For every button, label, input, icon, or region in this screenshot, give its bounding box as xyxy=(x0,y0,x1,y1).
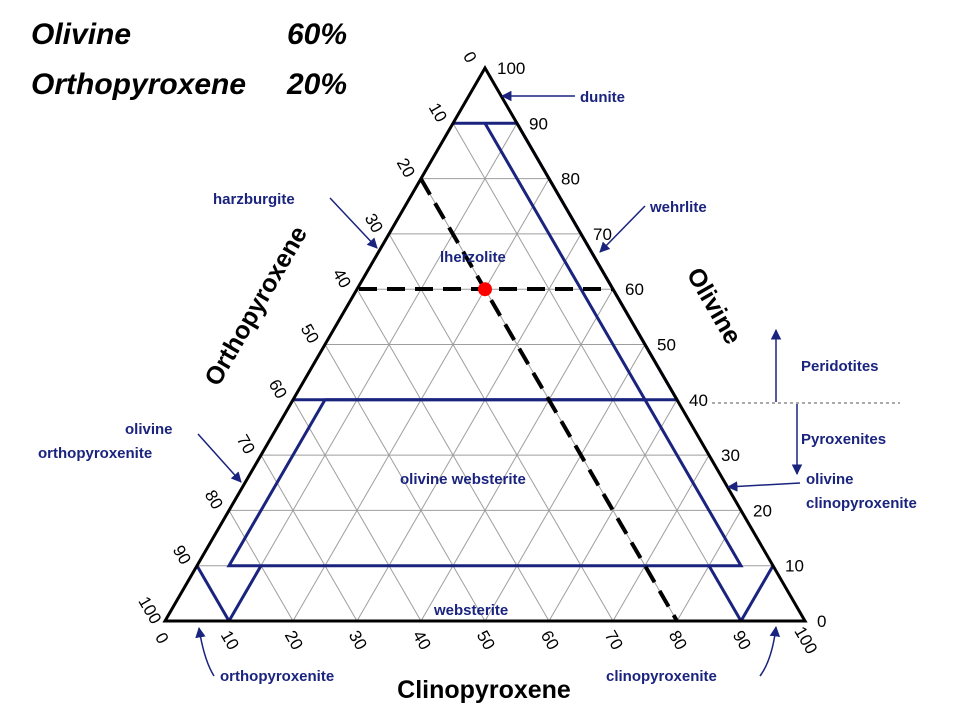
orthopyroxene-tick-10: 10 xyxy=(425,100,451,126)
clinopyroxenite-arrow xyxy=(759,625,781,677)
peridotites-label: Peridotites xyxy=(801,358,879,375)
orthopyroxenite-arrow xyxy=(195,626,215,677)
grid-line-clinopyroxene-50 xyxy=(484,344,646,622)
olivine-clinopyroxenite-label-2: clinopyroxenite xyxy=(806,495,917,512)
orthopyroxene-tick-60: 60 xyxy=(265,376,291,402)
clinopyroxene-tick-80: 80 xyxy=(665,627,691,653)
orthopyroxene-tick-70: 70 xyxy=(233,431,259,457)
harzburgite-label: harzburgite xyxy=(213,191,295,208)
olivine-tick-30: 30 xyxy=(721,446,740,465)
harzburgite-arrow xyxy=(329,197,378,249)
orthopyroxene-tick-0: 0 xyxy=(459,48,480,66)
olivine-axis-title: Olivine xyxy=(681,263,747,349)
dunite-label: dunite xyxy=(580,89,625,106)
clinopyroxene-tick-10: 10 xyxy=(217,627,243,653)
sample-point xyxy=(478,282,492,297)
grid-line-clinopyroxene-10 xyxy=(228,123,518,622)
grid-line-orthopyroxene-10 xyxy=(452,123,742,622)
orthopyroxene-tick-50: 50 xyxy=(297,321,323,347)
clinopyroxene-axis-title: Clinopyroxene xyxy=(397,676,571,704)
olivine-websterite-field-boundary xyxy=(226,399,744,568)
orthopyroxenite-label: orthopyroxenite xyxy=(220,668,334,685)
clinopyroxene-tick-0: 0 xyxy=(151,629,172,647)
orthopyroxene-label: Orthopyroxene xyxy=(31,68,247,101)
olivine-tick-50: 50 xyxy=(657,336,676,355)
orthopyroxene-axis-title: Orthopyroxene xyxy=(199,221,313,390)
wehrlite-label: wehrlite xyxy=(649,199,707,216)
grid-line-orthopyroxene-30 xyxy=(388,233,614,622)
clinopyroxene-tick-20: 20 xyxy=(281,627,307,653)
orthopyroxene-tick-90: 90 xyxy=(169,542,195,568)
olivine-value: 60% xyxy=(287,18,348,51)
olivine-tick-80: 80 xyxy=(561,170,580,189)
olivine-clinopyroxenite-arrow xyxy=(726,481,801,492)
olivine-tick-60: 60 xyxy=(625,280,644,299)
orthopyroxene-20-dashed-line xyxy=(419,177,679,623)
olivine-orthopyroxenite-label-2: orthopyroxenite xyxy=(38,445,152,462)
clinopyroxene-tick-70: 70 xyxy=(601,627,627,653)
olivine-tick-10: 10 xyxy=(785,557,804,576)
olivine-tick-90: 90 xyxy=(529,114,548,133)
olivine-tick-40: 40 xyxy=(689,391,708,410)
orthopyroxene-tick-80: 80 xyxy=(201,487,227,513)
grid-line-orthopyroxene-50 xyxy=(324,344,486,622)
orthopyroxene-value: 20% xyxy=(287,68,348,101)
grid-line-orthopyroxene-70 xyxy=(260,454,358,622)
clinopyroxenite-label: clinopyroxenite xyxy=(606,668,717,685)
lherzolite-label: lherzolite xyxy=(440,249,506,266)
olivine-orthopyroxenite-arrow xyxy=(197,433,242,483)
orthopyroxenite-boundary xyxy=(195,564,231,622)
olivine-tick-0: 0 xyxy=(817,612,826,631)
olivine-label: Olivine xyxy=(31,18,132,51)
pyroxenites-label: Pyroxenites xyxy=(801,431,886,448)
olivine-tick-20: 20 xyxy=(753,501,772,520)
olivine-tick-70: 70 xyxy=(593,225,612,244)
orthopyroxene-tick-20: 20 xyxy=(393,155,419,181)
clinopyroxene-tick-60: 60 xyxy=(537,627,563,653)
olivine-tick-100: 100 xyxy=(497,59,525,78)
grid-line-clinopyroxene-30 xyxy=(356,233,582,622)
wehrlite-arrow xyxy=(599,205,646,253)
olivine-clinopyroxenite-label-1: olivine xyxy=(806,471,854,488)
grid-line-clinopyroxene-60 xyxy=(548,399,678,622)
clinopyroxene-tick-90: 90 xyxy=(729,627,755,653)
olivine-websterite-label: olivine websterite xyxy=(400,471,526,488)
grid-line-orthopyroxene-60 xyxy=(292,399,422,622)
triangle-frame xyxy=(162,65,808,623)
orthopyroxene-tick-40: 40 xyxy=(329,266,355,292)
clinopyroxene-tick-50: 50 xyxy=(473,627,499,653)
olivine-orthopyroxenite-label-1: olivine xyxy=(125,421,173,438)
clinopyroxenite-boundary xyxy=(739,564,775,622)
orthopyroxene-tick-30: 30 xyxy=(361,210,387,236)
clinopyroxene-tick-40: 40 xyxy=(409,627,435,653)
orthopyroxene-tick-100: 100 xyxy=(134,593,165,627)
clinopyroxene-tick-30: 30 xyxy=(345,627,371,653)
websterite-label: websterite xyxy=(433,602,508,619)
